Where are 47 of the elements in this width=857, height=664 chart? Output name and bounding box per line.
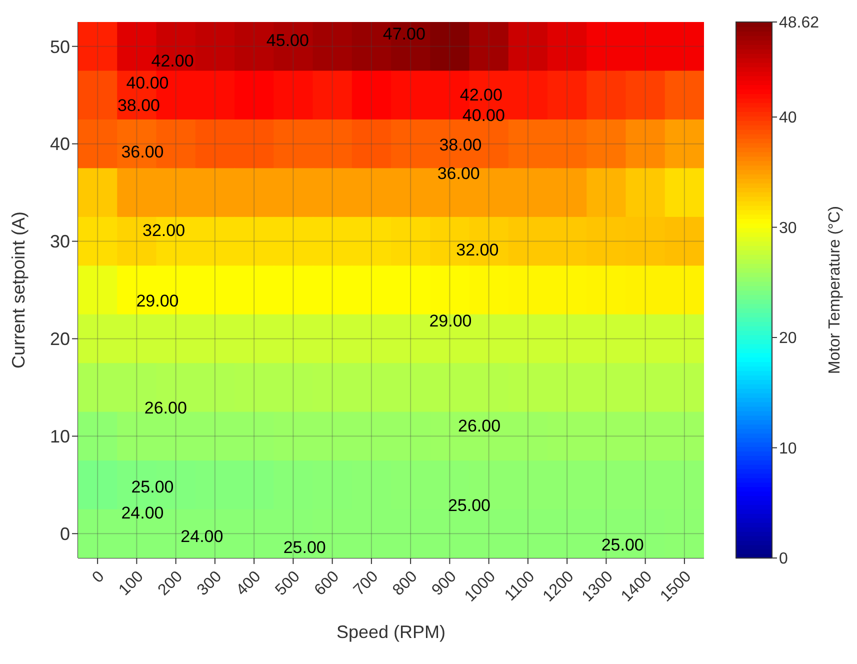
annotation: 25.00 — [131, 477, 174, 496]
annotation: 26.00 — [458, 416, 501, 436]
color-bar-label: 40 — [779, 110, 797, 127]
color-bar-label: 10 — [779, 440, 797, 458]
x-tick-label: 700 — [350, 568, 382, 600]
annotation: 26.00 — [144, 398, 187, 418]
x-tick-label: 100 — [116, 568, 147, 600]
annotation: 36.00 — [121, 142, 164, 162]
y-tick-label: 10 — [50, 426, 70, 447]
y-tick-label: 40 — [50, 134, 70, 154]
x-tick-label: 400 — [233, 568, 264, 600]
y-axis-title: Current setpoint (A) — [8, 211, 28, 369]
annotation: 29.00 — [429, 312, 472, 331]
color-bar-label: 20 — [779, 330, 797, 348]
y-tick-label: 50 — [50, 36, 70, 57]
annotation: 42.00 — [460, 85, 502, 104]
annotation: 24.00 — [121, 504, 164, 523]
x-tick-label: 200 — [155, 568, 186, 600]
color-bar-title: Motor Temperature (°C) — [826, 206, 844, 374]
x-tick-label: 900 — [428, 568, 460, 600]
x-tick-label: 500 — [272, 568, 304, 600]
annotation: 32.00 — [142, 221, 186, 240]
color-bar-label: 30 — [779, 220, 797, 237]
x-tick-label: 0 — [89, 568, 108, 586]
x-tick-label: 300 — [194, 568, 226, 600]
annotation: 25.00 — [448, 496, 491, 516]
annotation: 45.00 — [266, 30, 309, 50]
annotation: 29.00 — [136, 291, 179, 310]
annotation: 47.00 — [382, 24, 426, 44]
annotation: 36.00 — [437, 164, 480, 184]
annotation: 24.00 — [180, 527, 224, 546]
annotation: 32.00 — [456, 240, 499, 260]
annotation: 42.00 — [151, 52, 194, 71]
annotation: 38.00 — [439, 135, 482, 154]
color-bar-label: 48.62 — [779, 14, 820, 32]
color-bar-label: 0 — [779, 550, 788, 568]
annotation: 40.00 — [126, 74, 169, 93]
x-tick-label: 800 — [390, 568, 421, 600]
annotation: 25.00 — [283, 538, 326, 557]
annotation: 25.00 — [601, 536, 644, 555]
y-tick-label: 30 — [50, 232, 70, 252]
y-tick-label: 0 — [60, 524, 70, 544]
x-axis-title: Speed (RPM) — [336, 622, 446, 642]
y-tick-label: 20 — [50, 329, 70, 350]
annotation: 38.00 — [117, 96, 160, 116]
x-tick-label: 600 — [312, 568, 343, 600]
annotation: 40.00 — [462, 106, 505, 125]
